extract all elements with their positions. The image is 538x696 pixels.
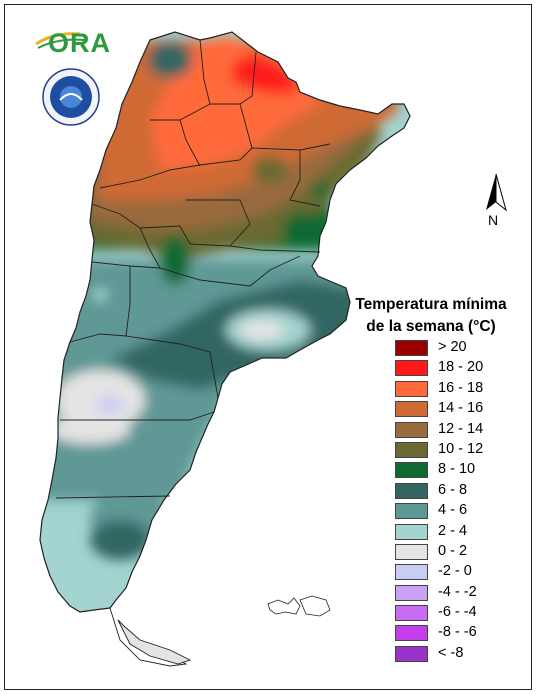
legend-swatch (395, 401, 428, 418)
legend-swatch (395, 462, 428, 479)
ora-logo: ORA (34, 28, 110, 58)
legend-label: 16 - 18 (438, 379, 484, 396)
north-label: N (488, 212, 499, 228)
legend-label: > 20 (438, 339, 467, 355)
malvinas-islands (267, 595, 331, 617)
legend-swatch (395, 360, 428, 377)
legend-label: 10 - 12 (438, 440, 484, 457)
legend-label: 12 - 14 (438, 420, 484, 437)
legend-label: 6 - 8 (438, 481, 468, 498)
legend-swatch (395, 584, 428, 601)
legend-label: -4 - -2 (438, 583, 477, 600)
legend-label: 8 - 10 (438, 461, 476, 478)
legend-swatch (395, 605, 428, 622)
legend-swatch (395, 421, 428, 438)
legend-swatch (395, 380, 428, 397)
legend-label: 0 - 2 (438, 542, 468, 559)
legend-swatch (395, 625, 428, 642)
legend-label: 4 - 6 (438, 502, 468, 519)
smn-seal-icon (42, 68, 100, 126)
north-arrow-icon (486, 173, 507, 212)
legend-label: 14 - 16 (438, 400, 484, 417)
legend-swatch (395, 523, 428, 540)
legend-label: -8 - -6 (438, 624, 477, 641)
legend-label: -2 - 0 (438, 563, 472, 580)
legend-title-line1: Temperatura mínima (355, 296, 507, 313)
ora-logo-text: ORA (48, 28, 111, 58)
legend-swatch (395, 482, 428, 499)
legend-swatch (395, 441, 428, 458)
legend-title-line2: de la semana (°C) (366, 318, 496, 335)
province-borders (55, 39, 331, 667)
legend-label: 2 - 4 (438, 522, 468, 539)
legend-title: Temperatura mínima de la semana (°C) (333, 294, 529, 338)
legend-label: < -8 (438, 644, 464, 661)
legend-swatch (395, 543, 428, 560)
legend-label: 18 - 20 (438, 359, 484, 376)
legend-swatch (395, 645, 428, 662)
legend-label: -6 - -4 (438, 604, 477, 621)
legend-swatch (395, 503, 428, 520)
legend-swatch (395, 340, 428, 356)
legend-swatch (395, 564, 428, 581)
